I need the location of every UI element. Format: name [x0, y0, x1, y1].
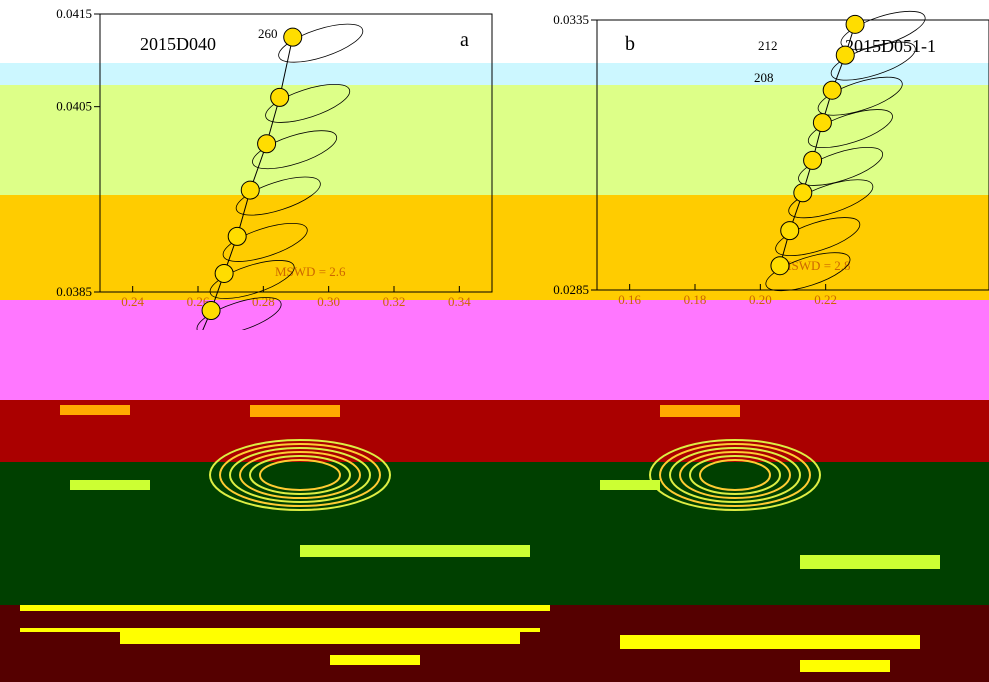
- error-ellipse-b-1: [830, 41, 916, 81]
- concordia-point-a-4: [227, 226, 247, 246]
- corruption-band-red: [0, 400, 989, 462]
- y-tick-label-a-1: 0.0405: [56, 99, 92, 114]
- y-tick-label-a-0: 0.0415: [56, 6, 92, 21]
- corruption-band-green: [0, 462, 989, 605]
- error-ellipse-b-5: [788, 179, 874, 219]
- concordia-point-a-0: [283, 27, 303, 47]
- concordia-point-b-6: [780, 221, 800, 241]
- error-ellipse-b-6: [775, 217, 861, 257]
- y-tick-label-b-0: 0.0335: [553, 12, 589, 27]
- noise-block-11: [120, 630, 520, 644]
- concordia-point-a-2: [257, 134, 277, 154]
- plot-frame-a: [99, 13, 493, 293]
- error-ellipse-a-2: [252, 130, 338, 170]
- stats-label-b: MSWD = 2.8: [780, 258, 851, 273]
- noise-ellipse-3-0: [209, 439, 391, 511]
- concordia-curve-a: [202, 37, 294, 330]
- x-tick-label-b-3: 0.22: [814, 292, 837, 307]
- panel-letter-b: b: [625, 33, 635, 55]
- error-ellipse-a-6: [196, 297, 282, 330]
- noise-block-12: [620, 635, 920, 649]
- noise-block-6: [800, 555, 940, 569]
- noise-ellipse-4-1: [659, 443, 811, 507]
- error-ellipse-a-5: [209, 260, 295, 299]
- error-ellipse-a-0: [278, 23, 364, 63]
- concordia-label-a-0: 260: [258, 26, 278, 41]
- noise-ellipse-4-0: [649, 439, 821, 511]
- x-tick-label-b-1: 0.18: [684, 292, 707, 307]
- x-tick-label-a-3: 0.30: [317, 294, 340, 309]
- noise-ellipse-3-4: [249, 455, 351, 495]
- concordia-label-b-1: 208: [754, 70, 774, 85]
- x-tick-label-a-5: 0.34: [448, 294, 471, 309]
- concordia-point-a-1: [270, 87, 290, 107]
- noise-ellipse-3-1: [219, 443, 381, 507]
- corruption-band-cyan: [0, 63, 989, 85]
- noise-block-2: [660, 405, 740, 417]
- error-ellipse-b-4: [798, 146, 884, 186]
- noise-ellipse-4-3: [679, 451, 791, 499]
- noise-block-14: [800, 660, 890, 672]
- plot-frame-b: [596, 19, 989, 291]
- y-tick-label-b-1: 0.0285: [553, 282, 589, 297]
- x-tick-label-a-4: 0.32: [383, 294, 406, 309]
- noise-block-5: [300, 545, 530, 557]
- corrupted-lower-region: [20, 405, 940, 672]
- concordia-point-b-7: [770, 256, 790, 276]
- noise-block-1: [250, 405, 340, 417]
- concordia-point-b-1: [835, 45, 855, 65]
- noise-block-7: [70, 480, 150, 490]
- error-ellipse-b-0: [840, 10, 926, 50]
- sample-label-a: 2015D040: [140, 34, 216, 54]
- noise-ellipse-3-2: [229, 447, 371, 503]
- noise-ellipse-4-4: [689, 455, 781, 495]
- x-tick-label-b-2: 0.20: [749, 292, 772, 307]
- y-tick-label-a-2: 0.0385: [56, 284, 92, 299]
- corruption-band-gold: [0, 195, 989, 300]
- corruption-band-lime: [0, 85, 989, 195]
- sample-label-b: 2015D051-1: [845, 36, 936, 56]
- noise-ellipse-3-5: [259, 459, 341, 491]
- concordia-point-b-0: [845, 14, 865, 34]
- stats-label-a: MSWD = 2.6: [275, 264, 346, 279]
- chart-panel-a: 2015D040 a MSWD = 2.6 260 0.0415 0.0405 0.…: [56, 6, 493, 330]
- concordia-point-b-5: [793, 183, 813, 203]
- noise-block-0: [60, 405, 130, 415]
- x-tick-label-b-0: 0.16: [618, 292, 641, 307]
- panel-letter-a: a: [460, 29, 469, 51]
- concordia-point-b-4: [803, 150, 823, 170]
- noise-ellipse-4-2: [669, 447, 801, 503]
- noise-block-9: [20, 605, 550, 611]
- error-ellipse-b-2: [817, 76, 903, 116]
- error-ellipse-a-1: [265, 83, 351, 123]
- error-ellipse-b-7: [765, 252, 851, 292]
- noise-ellipse-4-5: [699, 459, 771, 491]
- corruption-band-magenta: [0, 300, 989, 400]
- noise-ellipse-3-3: [239, 451, 361, 499]
- noise-block-13: [330, 655, 420, 665]
- error-ellipse-a-4: [222, 222, 308, 262]
- error-ellipse-a-3: [235, 176, 321, 216]
- concordia-point-b-2: [822, 80, 842, 100]
- concordia-point-a-5: [214, 263, 234, 283]
- noise-block-8: [600, 480, 660, 490]
- error-ellipse-b-3: [807, 109, 893, 149]
- x-tick-label-a-0: 0.24: [121, 294, 144, 309]
- concordia-label-b-0: 212: [758, 38, 778, 53]
- concordia-point-b-3: [812, 113, 832, 133]
- concordia-point-a-3: [240, 180, 260, 200]
- chart-panel-b: b 2015D051-1 MSWD = 2.8 212 208 0.0335 0.…: [553, 10, 989, 307]
- concordia-point-a-6: [201, 301, 221, 321]
